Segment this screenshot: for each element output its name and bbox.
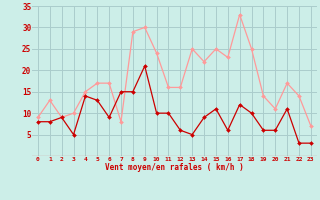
- X-axis label: Vent moyen/en rafales ( km/h ): Vent moyen/en rafales ( km/h ): [105, 163, 244, 172]
